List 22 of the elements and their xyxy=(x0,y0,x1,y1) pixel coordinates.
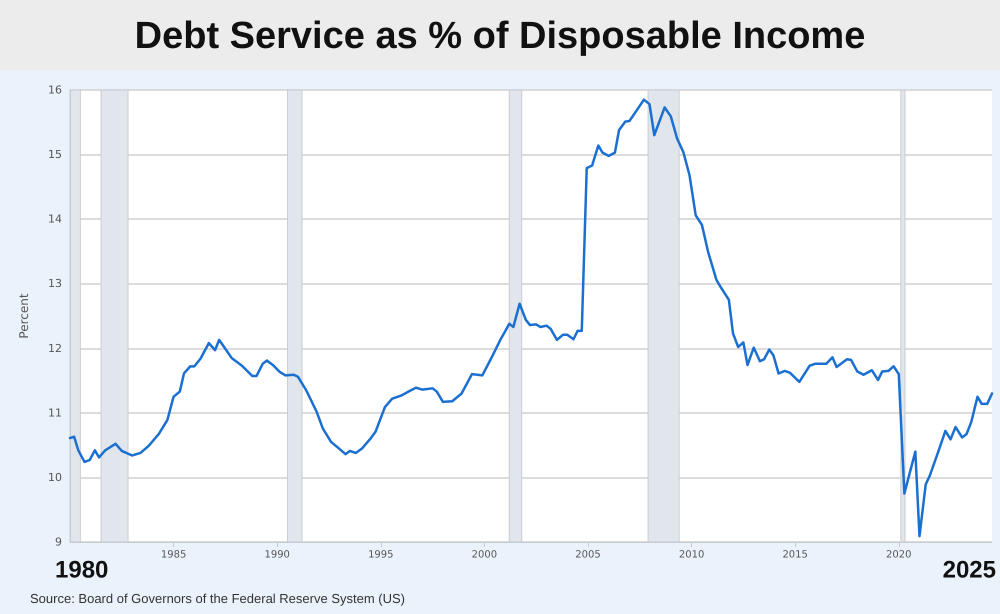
text: 1980 xyxy=(55,556,108,584)
y-tick-label: 10 xyxy=(48,470,62,484)
x-tick-label: 1990 xyxy=(264,550,290,560)
text: 2025 xyxy=(942,556,996,584)
y-tick-label: 15 xyxy=(48,148,62,162)
x-tick-label: 2000 xyxy=(472,550,498,560)
x-tick-label: 2020 xyxy=(886,550,912,560)
y-tick-label: 9 xyxy=(55,536,62,548)
y-axis-title: Percent xyxy=(17,293,31,339)
source-note: Source: Board of Governors of the Federal Reserve System (US) xyxy=(30,591,405,606)
y-tick-label: 12 xyxy=(48,342,62,355)
x-tick-label: 2005 xyxy=(575,550,601,560)
x-tick-label: 1995 xyxy=(368,550,394,560)
y-tick-label: 14 xyxy=(48,212,62,226)
chart-title: Debt Service as % of Disposable Income xyxy=(134,15,866,57)
x-tick-label: 2015 xyxy=(782,550,808,560)
line-series xyxy=(68,98,994,538)
y-tick-label: 11 xyxy=(48,406,62,420)
x-tick-label: 2010 xyxy=(678,550,704,560)
x-tick-label: 1985 xyxy=(160,550,186,560)
y-tick-label: 16 xyxy=(48,84,62,96)
y-tick-label: 13 xyxy=(48,277,62,290)
